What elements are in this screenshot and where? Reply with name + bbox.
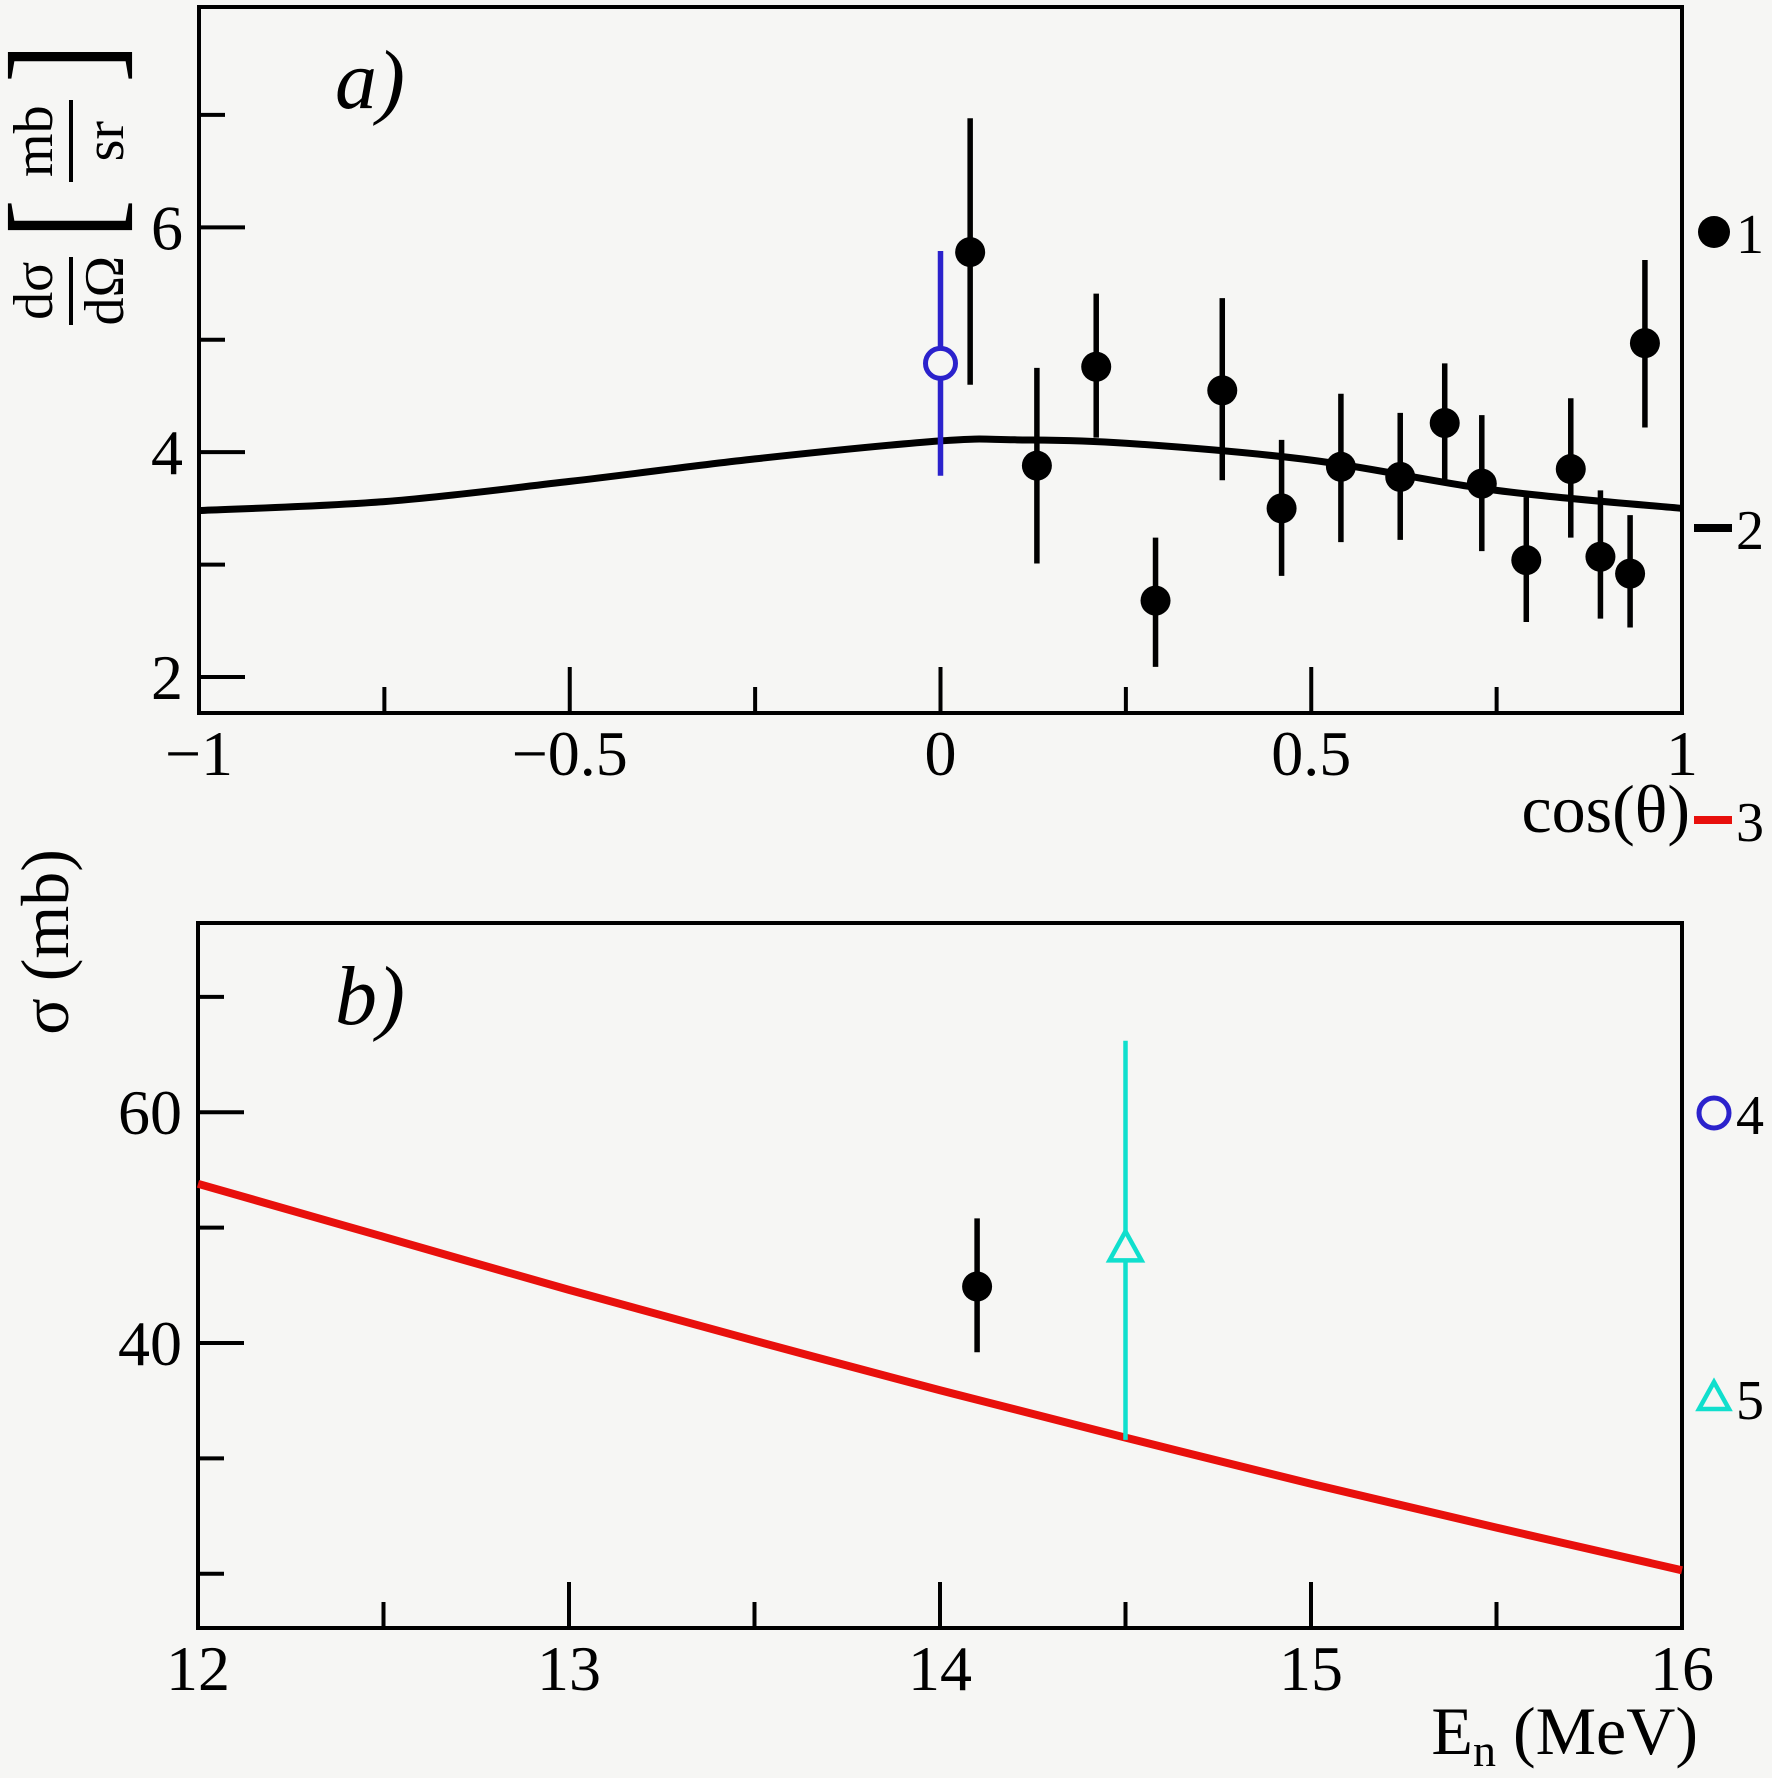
x-tick-label: 1 <box>1666 718 1698 789</box>
series-1-data-point <box>1585 541 1616 572</box>
unit-close-bracket: ] <box>0 43 145 83</box>
x-tick-label: 16 <box>1650 1633 1714 1704</box>
series-1-data-point <box>1325 451 1356 482</box>
legend-label: 2 <box>1736 500 1764 562</box>
mb-numerator: mb <box>3 100 73 182</box>
panel-b-x-axis-label: En (MeV) <box>1431 1693 1698 1776</box>
legend-label: 5 <box>1736 1370 1764 1432</box>
x-tick-label: −1 <box>165 718 233 789</box>
x-tick-label: 0 <box>925 718 957 789</box>
series-1-data-point <box>1081 351 1112 382</box>
legend-marker-filled-circle <box>1698 216 1730 248</box>
y-tick-label: 60 <box>118 1077 182 1148</box>
panel-letter: a) <box>335 34 405 127</box>
series-3-curve <box>196 1179 1683 1575</box>
series-1-data-point <box>1207 375 1238 406</box>
series-1-data-point <box>955 237 986 268</box>
x-tick-label: 0.5 <box>1271 718 1351 789</box>
y-tick-label: 2 <box>151 642 183 713</box>
legend-label: 3 <box>1736 792 1764 854</box>
series-1-data-point <box>1629 328 1660 359</box>
series-1-data-point <box>1429 407 1460 438</box>
legend-marker-open-triangle <box>1695 1377 1733 1412</box>
y-tick-label: 6 <box>151 192 183 263</box>
x-tick-label: 15 <box>1279 1633 1343 1704</box>
unit-open-bracket: [ <box>0 199 145 239</box>
series-1-data-point <box>1615 558 1646 589</box>
panel-b-y-axis-label: σ (mb) <box>7 849 83 1035</box>
x-tick-label: 13 <box>537 1633 601 1704</box>
series-1-data-point <box>1266 493 1297 524</box>
x-tick-label: −0.5 <box>512 718 628 789</box>
series-1-data-point <box>1555 454 1586 485</box>
x-tick-label: 14 <box>908 1633 972 1704</box>
series-4-data-point <box>923 345 958 381</box>
domega-denominator: dΩ <box>74 255 136 326</box>
legend-marker-open-circle <box>1696 1095 1732 1131</box>
series-1-data-point <box>1385 461 1416 492</box>
panel-a-y-axis-label: dσ dΩ [ mb sr ] <box>0 0 150 372</box>
series-1-data-point <box>962 1271 993 1302</box>
series-2-curve <box>198 435 1683 515</box>
dsigma-domega-fraction: dσ dΩ <box>3 255 136 326</box>
series-1-data-point <box>1021 450 1052 481</box>
series-5-data-point <box>1105 1226 1146 1263</box>
series-1-data-point <box>1466 468 1497 499</box>
panel-a-x-axis-label: cos(θ) <box>1521 771 1690 847</box>
sr-denominator: sr <box>74 120 136 162</box>
legend-label: 4 <box>1736 1085 1764 1147</box>
panel-letter: b) <box>335 950 405 1043</box>
y-tick-label: 4 <box>151 417 183 488</box>
series-1-data-point <box>1511 545 1542 576</box>
dsigma-numerator: dσ <box>3 256 73 325</box>
series-1-data-point <box>1140 585 1171 616</box>
legend-label: 1 <box>1736 204 1764 266</box>
x-tick-label: 12 <box>166 1633 230 1704</box>
mb-sr-fraction: mb sr <box>3 100 136 182</box>
y-tick-label: 40 <box>118 1308 182 1379</box>
